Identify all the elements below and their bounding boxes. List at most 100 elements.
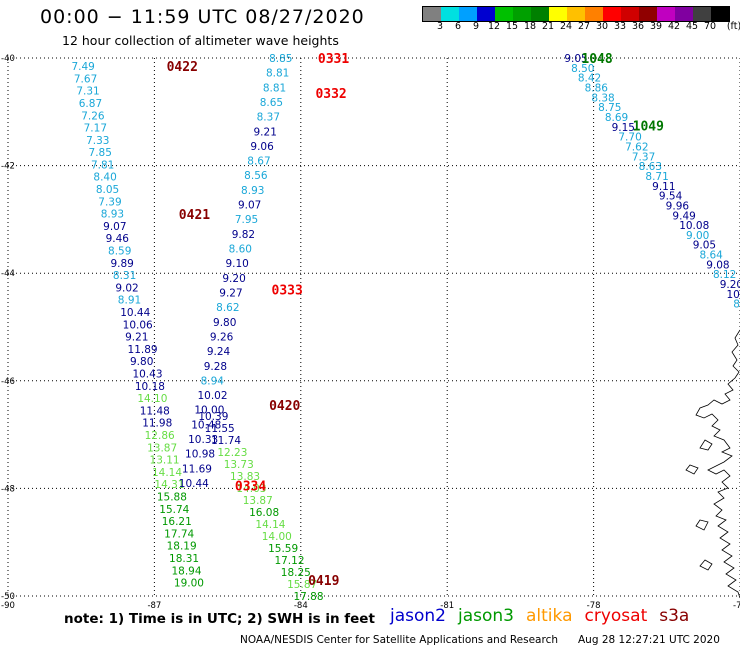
credit-line: NOAA/NESDIS Center for Satellite Applica… — [240, 634, 558, 646]
lon-tick-label: -75 — [733, 601, 740, 611]
wave-height-value: 8.86 — [585, 82, 609, 94]
wave-height-value: 9.21 — [125, 332, 148, 344]
pass-label: 0421 — [179, 208, 210, 223]
wave-height-value: 9.20 — [720, 279, 740, 291]
wave-height-value: 7.17 — [84, 123, 107, 135]
legend-jason3: jason3 — [458, 606, 514, 626]
wave-height-value: 9.10 — [225, 258, 248, 270]
color-scale-label: 70 — [703, 21, 717, 32]
wave-height-value: 7.33 — [86, 135, 109, 147]
chart-subtitle: 12 hour collection of altimeter wave hei… — [62, 33, 339, 48]
color-scale-label: 27 — [577, 21, 591, 32]
wave-height-value: 8.91 — [118, 295, 141, 307]
wave-height-value: 8.56 — [244, 170, 268, 182]
wave-height-value: 8.71 — [645, 171, 668, 183]
color-scale-label: 18 — [523, 21, 537, 32]
wave-height-value: 10.39 — [198, 411, 228, 423]
wave-height-value: 8.64 — [699, 250, 723, 262]
color-scale-unit: (ft) — [726, 21, 740, 32]
wave-height-value: 11.69 — [182, 463, 212, 475]
color-scale-label: 15 — [505, 21, 519, 32]
lat-tick-label: -46 — [1, 377, 15, 387]
color-swatch-16 — [711, 7, 729, 21]
wave-height-value: 7.49 — [71, 61, 94, 73]
wave-height-value: 7.31 — [76, 86, 99, 98]
track-1048: 9.058.508.428.868.388.758.699.157.707.62… — [564, 53, 740, 311]
chart-title: 00:00 − 11:59 UTC 08/27/2020 — [40, 6, 365, 28]
wave-height-value: 9.96 — [666, 200, 690, 212]
wave-height-value: 10.0 — [726, 289, 740, 301]
wave-height-value: 10.33 — [188, 434, 218, 446]
lat-tick-label: -50 — [1, 592, 15, 602]
color-scale-label: 12 — [487, 21, 501, 32]
wave-height-value: 14.00 — [262, 531, 292, 543]
wave-height-value: 19.00 — [174, 578, 204, 590]
wave-height-value: 9.05 — [693, 240, 716, 252]
track-0420: 10.3911.5511.7412.2313.7313.8314.0313.87… — [198, 411, 323, 603]
wave-height-value: 8.85 — [269, 53, 292, 65]
pass-labels: 0422 0331 0332 0421 0333 0420 0334 0419 1048 1049 — [167, 52, 664, 589]
wave-height-value: 15.88 — [157, 491, 187, 503]
wave-height-value: 17.74 — [164, 528, 194, 540]
pass-label: 1049 — [633, 119, 664, 134]
color-scale-label: 3 — [436, 21, 444, 32]
wave-height-value: 8.38 — [591, 92, 614, 104]
wave-height-value: 10.43 — [132, 368, 162, 380]
altimeter-tracks: 7.497.677.316.877.267.177.337.857.818.40… — [71, 53, 740, 603]
pass-label: 0334 — [235, 480, 266, 495]
wave-height-value: 8. — [733, 299, 740, 311]
wave-height-value: 9.54 — [659, 191, 683, 203]
wave-height-value: 8.69 — [605, 112, 628, 124]
pass-label: 0419 — [308, 574, 339, 589]
color-scale-label: 39 — [649, 21, 663, 32]
color-scale-label: 42 — [667, 21, 681, 32]
wave-height-value: 11.98 — [142, 418, 172, 430]
lon-tick-label: -87 — [147, 601, 161, 611]
wave-height-value: 9.08 — [706, 259, 729, 271]
wave-height-value: 6.87 — [79, 98, 102, 110]
lat-tick-label: -48 — [1, 484, 15, 494]
footer-note: note: 1) Time is in UTC; 2) SWH is in fe… — [64, 611, 375, 627]
wave-height-value: 9.00 — [686, 230, 709, 242]
lat-lon-grid: -40-42-44-46-48-50-90-87-84-81-78-75 — [1, 54, 740, 611]
color-scale-label: 33 — [613, 21, 627, 32]
generated-timestamp: Aug 28 12:27:21 UTC 2020 — [578, 634, 720, 646]
wave-height-value: 7.39 — [98, 196, 121, 208]
wave-height-value: 13.87 — [243, 495, 273, 507]
color-swatch-5 — [513, 7, 531, 21]
wave-height-value: 8.60 — [229, 244, 252, 256]
wave-height-value: 8.65 — [260, 97, 283, 109]
wave-height-value: 18.31 — [169, 553, 199, 565]
wave-height-value: 7.62 — [625, 141, 648, 153]
color-scale-label: 45 — [685, 21, 699, 32]
wave-height-value: 10.00 — [194, 405, 224, 417]
wave-height-value: 15.87 — [287, 579, 317, 591]
wave-height-value: 8.67 — [247, 156, 270, 168]
color-swatch-3 — [477, 7, 495, 21]
track-0422: 7.497.677.316.877.267.177.337.857.818.40… — [71, 61, 204, 589]
color-swatch-12 — [639, 7, 657, 21]
wave-height-value: 8.42 — [578, 73, 601, 85]
legend-cryosat: cryosat — [584, 606, 648, 626]
wave-height-value: 7.81 — [91, 159, 114, 171]
lon-tick-label: -78 — [587, 601, 601, 611]
wave-height-value: 17.12 — [274, 555, 304, 567]
color-scale-label: 24 — [559, 21, 573, 32]
color-swatch-7 — [549, 7, 567, 21]
wave-height-value: 8.75 — [598, 102, 621, 114]
color-swatch-10 — [603, 7, 621, 21]
wave-height-value: 7.37 — [632, 151, 655, 163]
wave-height-value: 13.11 — [150, 455, 180, 467]
wave-height-value: 9.15 — [612, 122, 635, 134]
legend-jason2: jason2 — [390, 606, 446, 626]
color-swatch-11 — [621, 7, 639, 21]
wave-height-value: 14.10 — [137, 393, 167, 405]
wave-height-value: 10.48 — [191, 419, 221, 431]
wave-height-value: 11.55 — [205, 423, 235, 435]
wave-height-value: 8.81 — [266, 68, 289, 80]
wave-height-value: 10.44 — [120, 307, 150, 319]
color-scale-label: 6 — [454, 21, 462, 32]
color-scale-label: 9 — [472, 21, 480, 32]
wave-height-value: 10.06 — [123, 319, 153, 331]
